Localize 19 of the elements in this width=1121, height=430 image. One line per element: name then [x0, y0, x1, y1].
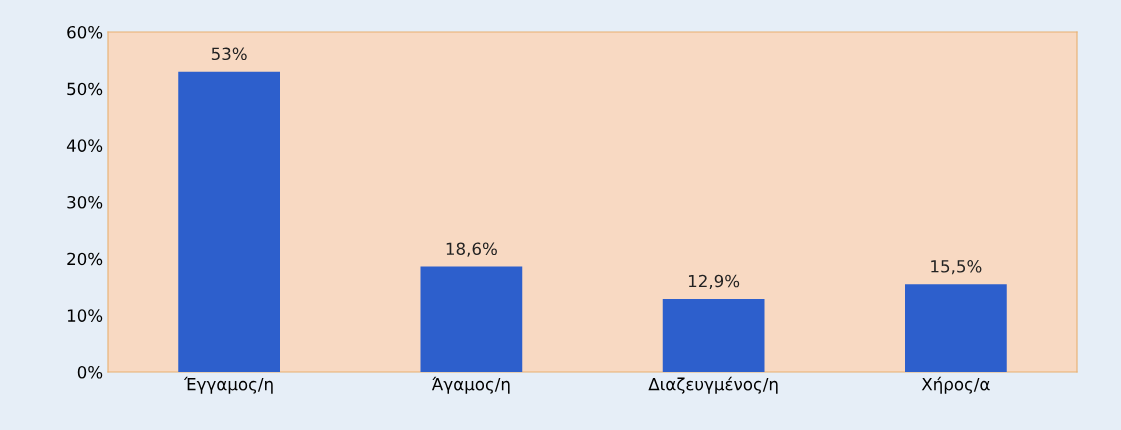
y-tick-label: 20%	[67, 252, 103, 266]
data-label: 18,6%	[446, 242, 497, 257]
data-label: 15,5%	[931, 260, 982, 275]
bar	[178, 71, 280, 372]
y-tick-label: 30%	[67, 195, 103, 209]
data-label: 53%	[211, 47, 247, 61]
x-tick-label: Άγαμος/η	[431, 376, 510, 394]
y-tick-label: 40%	[66, 139, 103, 152]
y-tick-label: 60%	[67, 25, 103, 39]
bar	[420, 266, 523, 372]
data-label: 12,9%	[688, 274, 740, 290]
bar	[905, 284, 1007, 372]
bar	[662, 298, 765, 372]
x-tick-label: Έγγαμος/η	[183, 376, 273, 394]
y-tick-label: 50%	[67, 82, 103, 96]
x-tick-label: Διαζευγμένος/η	[648, 376, 778, 394]
y-tick-label: 10%	[67, 309, 103, 322]
x-tick-label: Χήρος/α	[921, 376, 990, 394]
y-tick-label: 0%	[77, 365, 103, 379]
